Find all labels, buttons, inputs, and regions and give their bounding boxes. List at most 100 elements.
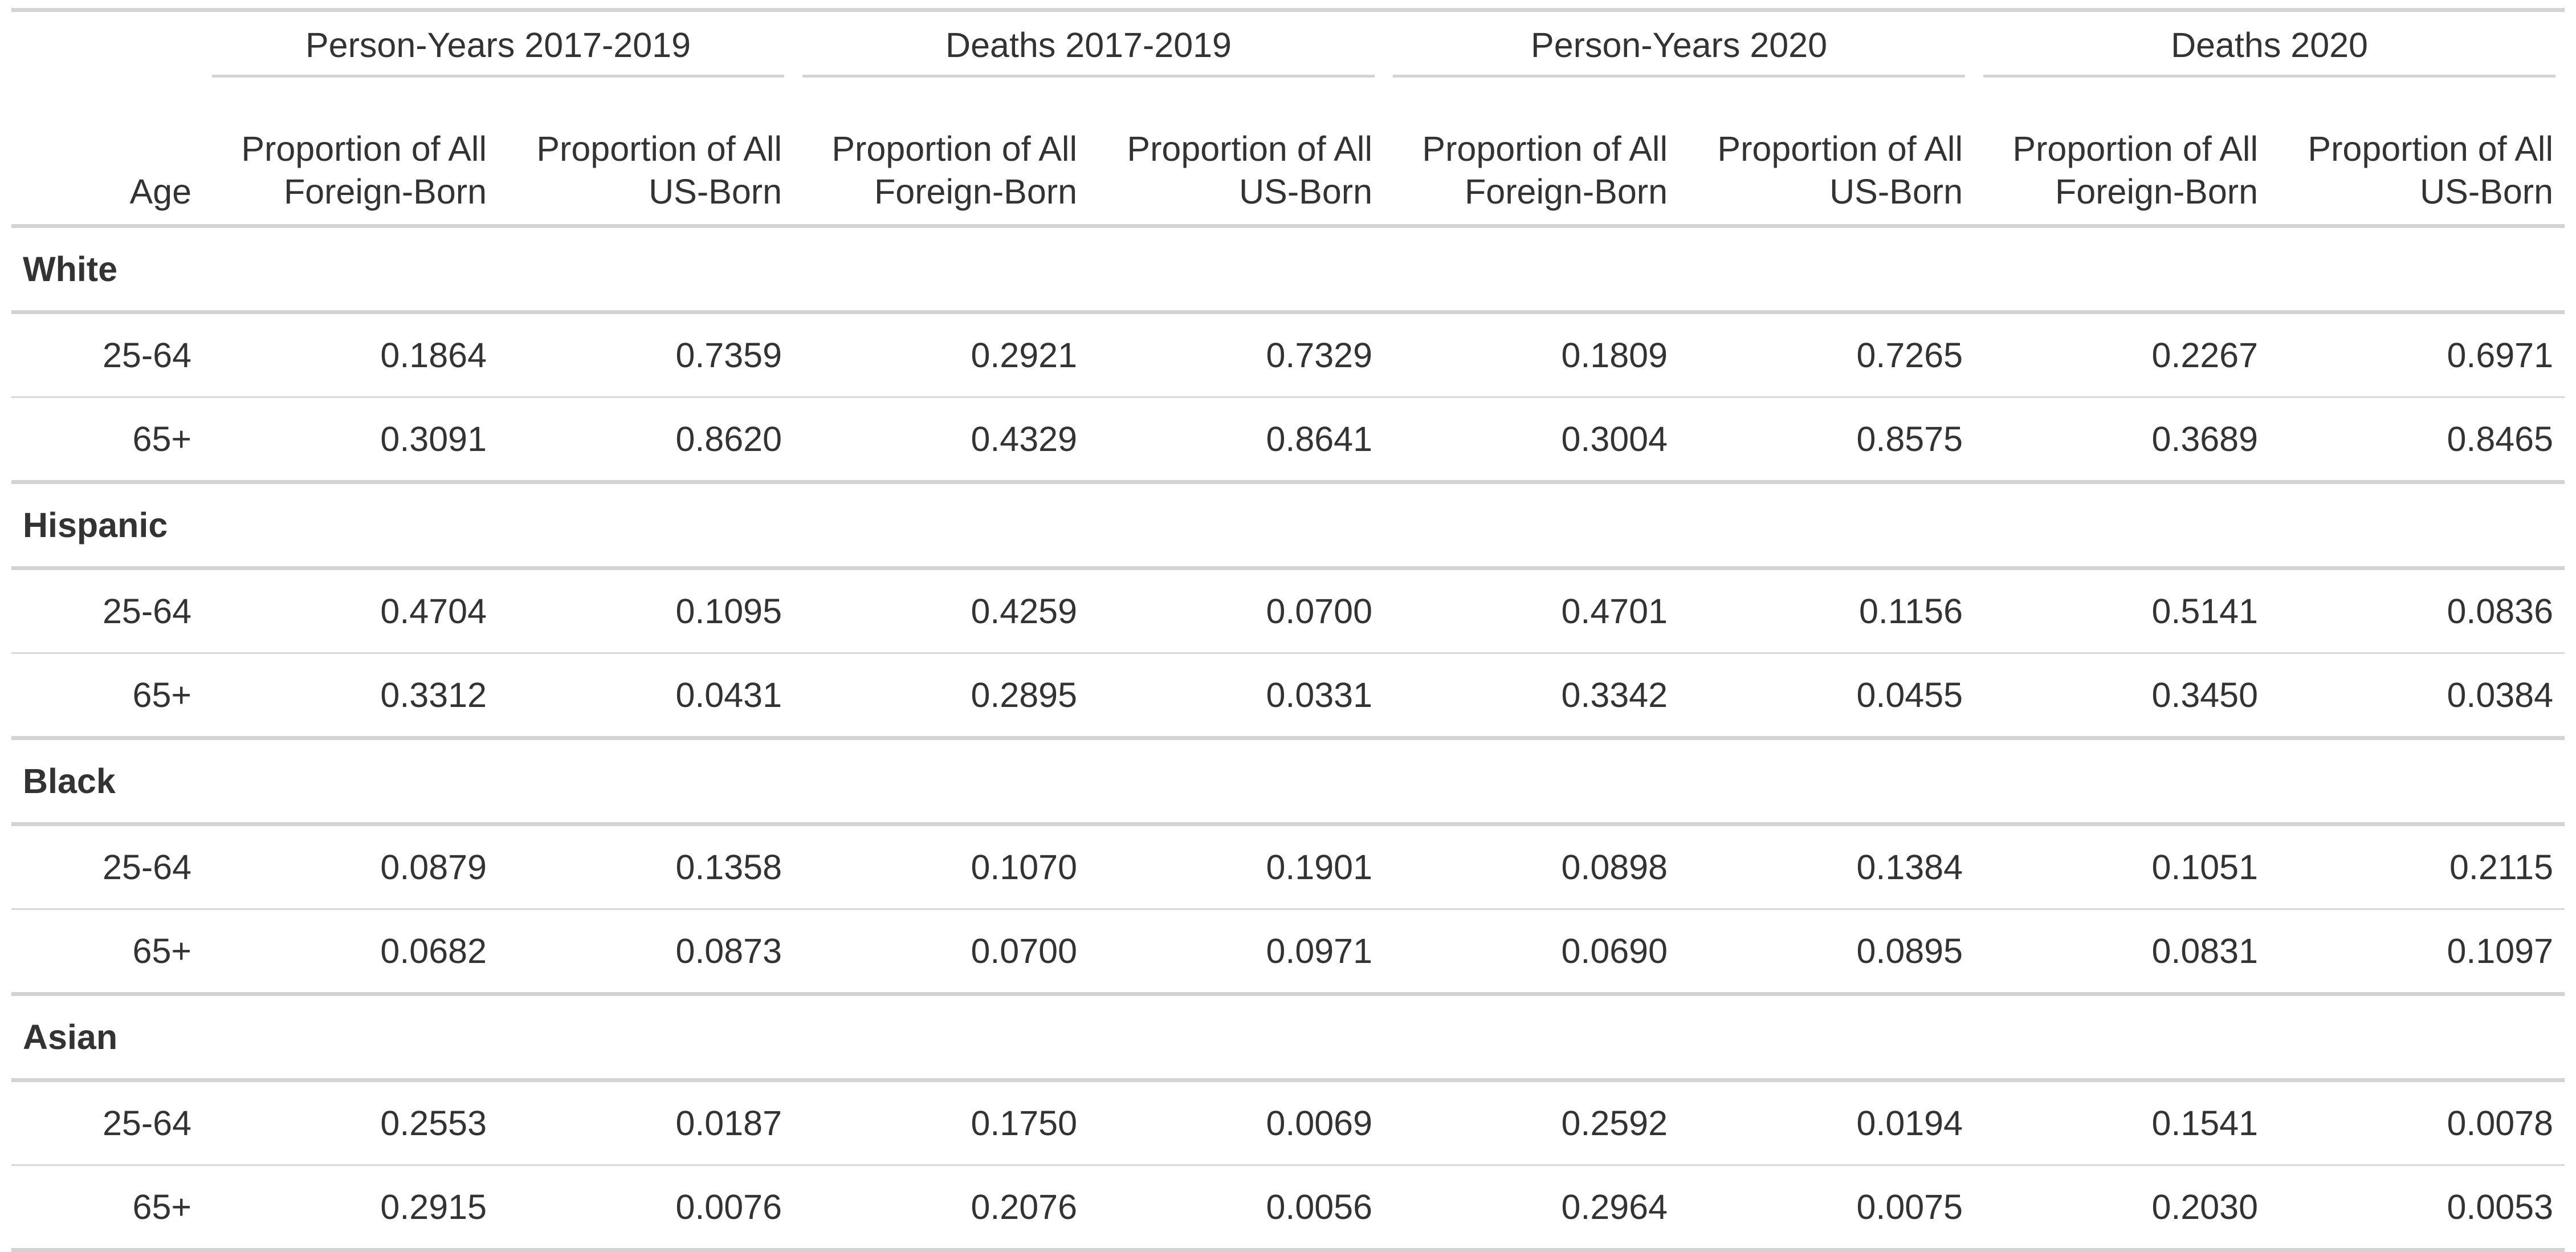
spanner-empty <box>11 8 203 90</box>
spanner-row: Person-Years 2017-2019 Deaths 2017-2019 … <box>11 8 2565 90</box>
value-cell: 0.2964 <box>1384 1165 1680 1252</box>
column-header-row: Age Proportion of All Foreign-Born Propor… <box>11 90 2565 228</box>
value-cell: 0.0187 <box>498 1080 794 1166</box>
value-cell: 0.3689 <box>1974 397 2270 484</box>
value-cell: 0.3450 <box>1974 653 2270 740</box>
age-cell: 65+ <box>11 909 203 996</box>
value-cell: 0.6971 <box>2269 312 2565 398</box>
value-cell: 0.7359 <box>498 312 794 398</box>
column-header: Proportion of All US-Born <box>1679 90 1975 228</box>
value-cell: 0.0431 <box>498 653 794 740</box>
column-header-age: Age <box>11 90 203 228</box>
column-header: Proportion of All US-Born <box>2269 90 2565 228</box>
value-cell: 0.2115 <box>2269 824 2565 910</box>
table-row: 25-64 0.1864 0.7359 0.2921 0.7329 0.1809… <box>11 312 2565 398</box>
column-header: Proportion of All US-Born <box>1089 90 1384 228</box>
value-cell: 0.0682 <box>203 909 498 996</box>
value-cell: 0.1097 <box>2269 909 2565 996</box>
value-cell: 0.1358 <box>498 824 794 910</box>
value-cell: 0.2553 <box>203 1080 498 1166</box>
group-label: Asian <box>11 994 2565 1082</box>
value-cell: 0.0895 <box>1679 909 1975 996</box>
spanner-person-years-2020: Person-Years 2020 <box>1384 8 1975 90</box>
value-cell: 0.1384 <box>1679 824 1975 910</box>
value-cell: 0.0836 <box>2269 568 2565 654</box>
age-cell: 25-64 <box>11 568 203 654</box>
value-cell: 0.0075 <box>1679 1165 1975 1252</box>
value-cell: 0.1750 <box>793 1080 1089 1166</box>
value-cell: 0.0384 <box>2269 653 2565 740</box>
value-cell: 0.0076 <box>498 1165 794 1252</box>
value-cell: 0.7265 <box>1679 312 1975 398</box>
value-cell: 0.8620 <box>498 397 794 484</box>
column-header: Proportion of All Foreign-Born <box>1974 90 2270 228</box>
value-cell: 0.8465 <box>2269 397 2565 484</box>
value-cell: 0.0971 <box>1089 909 1384 996</box>
value-cell: 0.0898 <box>1384 824 1680 910</box>
value-cell: 0.4329 <box>793 397 1089 484</box>
value-cell: 0.0690 <box>1384 909 1680 996</box>
value-cell: 0.1809 <box>1384 312 1680 398</box>
value-cell: 0.0194 <box>1679 1080 1975 1166</box>
age-cell: 25-64 <box>11 824 203 910</box>
value-cell: 0.0700 <box>1089 568 1384 654</box>
data-table: Person-Years 2017-2019 Deaths 2017-2019 … <box>11 8 2565 1252</box>
value-cell: 0.3004 <box>1384 397 1680 484</box>
value-cell: 0.7329 <box>1089 312 1384 398</box>
value-cell: 0.0331 <box>1089 653 1384 740</box>
value-cell: 0.1541 <box>1974 1080 2270 1166</box>
value-cell: 0.2030 <box>1974 1165 2270 1252</box>
value-cell: 0.0831 <box>1974 909 2270 996</box>
spanner-person-years-2017-2019: Person-Years 2017-2019 <box>203 8 794 90</box>
value-cell: 0.8641 <box>1089 397 1384 484</box>
value-cell: 0.1864 <box>203 312 498 398</box>
value-cell: 0.0455 <box>1679 653 1975 740</box>
value-cell: 0.1051 <box>1974 824 2270 910</box>
value-cell: 0.4701 <box>1384 568 1680 654</box>
value-cell: 0.5141 <box>1974 568 2270 654</box>
table-container: Person-Years 2017-2019 Deaths 2017-2019 … <box>11 8 2565 1252</box>
column-header: Proportion of All Foreign-Born <box>203 90 498 228</box>
value-cell: 0.0056 <box>1089 1165 1384 1252</box>
value-cell: 0.2076 <box>793 1165 1089 1252</box>
value-cell: 0.3091 <box>203 397 498 484</box>
table-row: 65+ 0.2915 0.0076 0.2076 0.0056 0.2964 0… <box>11 1165 2565 1252</box>
group-row-hispanic: Hispanic <box>11 482 2565 570</box>
group-label: Black <box>11 738 2565 826</box>
spanner-deaths-2020: Deaths 2020 <box>1974 8 2565 90</box>
age-cell: 65+ <box>11 653 203 740</box>
age-cell: 65+ <box>11 1165 203 1252</box>
value-cell: 0.0053 <box>2269 1165 2565 1252</box>
table-row: 65+ 0.0682 0.0873 0.0700 0.0971 0.0690 0… <box>11 909 2565 996</box>
spanner-deaths-2017-2019: Deaths 2017-2019 <box>793 8 1384 90</box>
value-cell: 0.0879 <box>203 824 498 910</box>
group-row-asian: Asian <box>11 994 2565 1082</box>
table-row: 25-64 0.2553 0.0187 0.1750 0.0069 0.2592… <box>11 1080 2565 1166</box>
value-cell: 0.0069 <box>1089 1080 1384 1166</box>
value-cell: 0.4259 <box>793 568 1089 654</box>
age-cell: 25-64 <box>11 1080 203 1166</box>
table-row: 25-64 0.0879 0.1358 0.1070 0.1901 0.0898… <box>11 824 2565 910</box>
table-row: 65+ 0.3312 0.0431 0.2895 0.0331 0.3342 0… <box>11 653 2565 740</box>
column-header: Proportion of All Foreign-Born <box>1384 90 1680 228</box>
value-cell: 0.2915 <box>203 1165 498 1252</box>
group-label: Hispanic <box>11 482 2565 570</box>
value-cell: 0.4704 <box>203 568 498 654</box>
table-row: 65+ 0.3091 0.8620 0.4329 0.8641 0.3004 0… <box>11 397 2565 484</box>
column-header: Proportion of All Foreign-Born <box>793 90 1089 228</box>
column-header: Proportion of All US-Born <box>498 90 794 228</box>
value-cell: 0.8575 <box>1679 397 1975 484</box>
value-cell: 0.1901 <box>1089 824 1384 910</box>
value-cell: 0.0873 <box>498 909 794 996</box>
value-cell: 0.3342 <box>1384 653 1680 740</box>
value-cell: 0.1156 <box>1679 568 1975 654</box>
value-cell: 0.0078 <box>2269 1080 2565 1166</box>
value-cell: 0.3312 <box>203 653 498 740</box>
value-cell: 0.1095 <box>498 568 794 654</box>
group-row-white: White <box>11 226 2565 314</box>
value-cell: 0.2267 <box>1974 312 2270 398</box>
value-cell: 0.0700 <box>793 909 1089 996</box>
value-cell: 0.2895 <box>793 653 1089 740</box>
value-cell: 0.2921 <box>793 312 1089 398</box>
table-row: 25-64 0.4704 0.1095 0.4259 0.0700 0.4701… <box>11 568 2565 654</box>
